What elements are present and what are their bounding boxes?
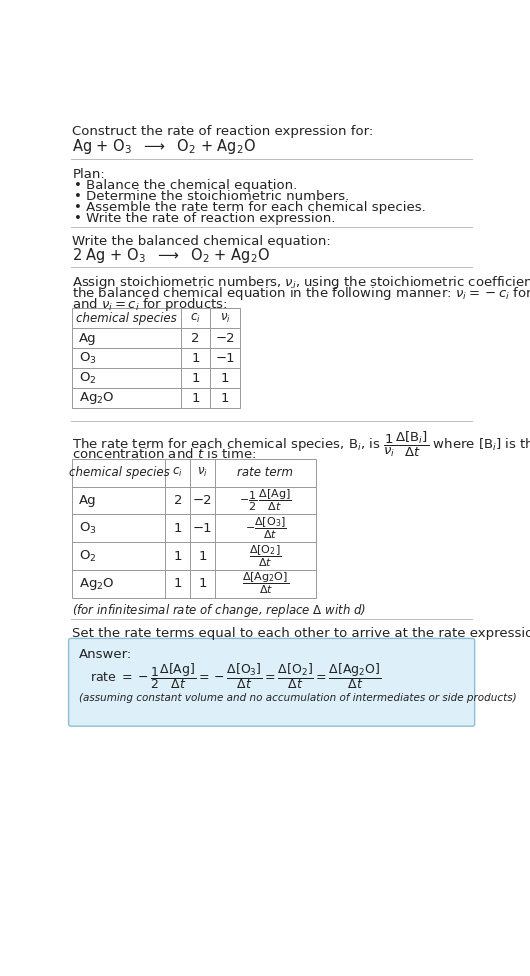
Text: the balanced chemical equation in the following manner: $\nu_i = -c_i$ for react: the balanced chemical equation in the fo… <box>73 285 530 302</box>
Text: $\nu_i$: $\nu_i$ <box>197 467 208 479</box>
Text: $-\dfrac{\Delta[\mathrm{O_3}]}{\Delta t}$: $-\dfrac{\Delta[\mathrm{O_3}]}{\Delta t}… <box>244 515 286 541</box>
Text: 1: 1 <box>174 549 182 562</box>
Text: Ag$_2$O: Ag$_2$O <box>78 390 114 406</box>
Text: −2: −2 <box>193 494 213 508</box>
Text: Answer:: Answer: <box>78 648 132 662</box>
Text: O$_3$: O$_3$ <box>78 350 96 366</box>
Text: • Write the rate of reaction expression.: • Write the rate of reaction expression. <box>74 212 335 224</box>
Text: −1: −1 <box>193 522 213 535</box>
Text: $c_i$: $c_i$ <box>190 311 201 325</box>
Text: 1: 1 <box>221 372 229 385</box>
Text: 1: 1 <box>191 391 200 405</box>
Text: (assuming constant volume and no accumulation of intermediates or side products): (assuming constant volume and no accumul… <box>78 693 516 703</box>
Text: rate term: rate term <box>237 467 294 479</box>
Text: and $\nu_i = c_i$ for products:: and $\nu_i = c_i$ for products: <box>73 296 228 312</box>
Text: O$_3$: O$_3$ <box>78 521 96 536</box>
Text: Ag: Ag <box>78 494 96 508</box>
Text: Ag: Ag <box>78 332 96 345</box>
Text: 2: 2 <box>191 332 200 345</box>
FancyBboxPatch shape <box>68 638 475 726</box>
Text: The rate term for each chemical species, B$_i$, is $\dfrac{1}{\nu_i}\dfrac{\Delt: The rate term for each chemical species,… <box>73 429 530 459</box>
Text: chemical species: chemical species <box>68 467 169 479</box>
Text: 1: 1 <box>221 391 229 405</box>
Bar <box>73 308 240 408</box>
Text: −2: −2 <box>215 332 235 345</box>
Text: (for infinitesimal rate of change, replace $\Delta$ with $d$): (for infinitesimal rate of change, repla… <box>73 602 367 619</box>
Text: $\nu_i$: $\nu_i$ <box>220 311 231 325</box>
Text: chemical species: chemical species <box>76 311 177 325</box>
Text: 1: 1 <box>191 372 200 385</box>
Text: 1: 1 <box>174 522 182 535</box>
Text: Construct the rate of reaction expression for:: Construct the rate of reaction expressio… <box>73 125 374 138</box>
Text: Set the rate terms equal to each other to arrive at the rate expression:: Set the rate terms equal to each other t… <box>73 627 530 640</box>
Text: Assign stoichiometric numbers, $\nu_i$, using the stoichiometric coefficients, $: Assign stoichiometric numbers, $\nu_i$, … <box>73 274 530 291</box>
Text: O$_2$: O$_2$ <box>78 371 96 386</box>
Text: 1: 1 <box>198 577 207 590</box>
Text: O$_2$: O$_2$ <box>78 549 96 563</box>
Text: Write the balanced chemical equation:: Write the balanced chemical equation: <box>73 235 331 248</box>
Text: Ag$_2$O: Ag$_2$O <box>78 576 114 591</box>
Text: 1: 1 <box>174 577 182 590</box>
Text: 1: 1 <box>198 549 207 562</box>
Text: −1: −1 <box>215 351 235 365</box>
Text: $c_i$: $c_i$ <box>172 467 183 479</box>
Text: $\dfrac{\Delta[\mathrm{Ag_2O}]}{\Delta t}$: $\dfrac{\Delta[\mathrm{Ag_2O}]}{\Delta t… <box>242 571 289 596</box>
Text: concentration and $t$ is time:: concentration and $t$ is time: <box>73 447 257 461</box>
Text: Ag + O$_3$  $\longrightarrow$  O$_2$ + Ag$_2$O: Ag + O$_3$ $\longrightarrow$ O$_2$ + Ag$… <box>73 138 257 156</box>
Text: $-\dfrac{1}{2}\,\dfrac{\Delta[\mathrm{Ag}]}{\Delta t}$: $-\dfrac{1}{2}\,\dfrac{\Delta[\mathrm{Ag… <box>239 488 292 513</box>
Text: rate $= -\dfrac{1}{2}\dfrac{\Delta[\mathrm{Ag}]}{\Delta t} = -\dfrac{\Delta[\mat: rate $= -\dfrac{1}{2}\dfrac{\Delta[\math… <box>90 661 381 691</box>
Text: 2 Ag + O$_3$  $\longrightarrow$  O$_2$ + Ag$_2$O: 2 Ag + O$_3$ $\longrightarrow$ O$_2$ + A… <box>73 247 270 265</box>
Text: • Determine the stoichiometric numbers.: • Determine the stoichiometric numbers. <box>74 190 349 203</box>
Text: 1: 1 <box>191 351 200 365</box>
Text: • Balance the chemical equation.: • Balance the chemical equation. <box>74 180 297 192</box>
Text: Plan:: Plan: <box>73 168 105 181</box>
Text: 2: 2 <box>174 494 182 508</box>
Text: • Assemble the rate term for each chemical species.: • Assemble the rate term for each chemic… <box>74 201 426 214</box>
Bar <box>73 459 316 597</box>
Text: $\dfrac{\Delta[\mathrm{O_2}]}{\Delta t}$: $\dfrac{\Delta[\mathrm{O_2}]}{\Delta t}$ <box>249 544 281 569</box>
